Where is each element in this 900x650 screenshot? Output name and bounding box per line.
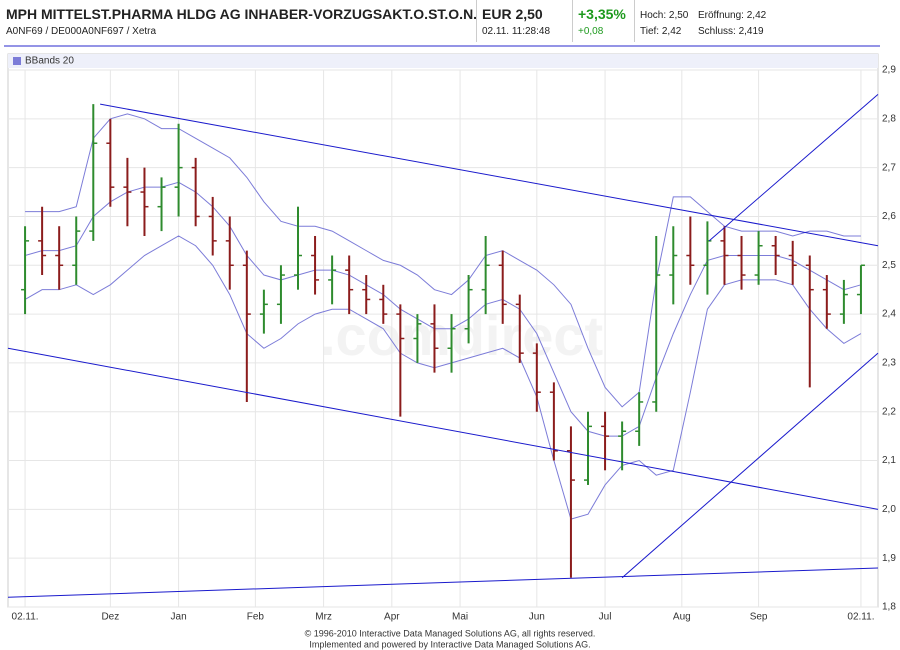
x-tick-label: 02.11. (12, 612, 39, 623)
y-tick-label: 1,8 (882, 602, 896, 613)
trend-line (7, 347, 879, 510)
footer: Implemented and powered by Interactive D… (309, 639, 590, 649)
trend-line (621, 352, 879, 579)
separator (572, 0, 573, 42)
x-tick-label: Mrz (315, 612, 332, 623)
x-tick-label: Feb (247, 612, 265, 623)
time: 02.11. 11:28:48 (482, 26, 551, 37)
footer: © 1996-2010 Interactive Data Managed Sol… (305, 628, 596, 638)
y-tick-label: 2,7 (882, 162, 896, 173)
x-tick-label: Dez (101, 612, 119, 623)
change-abs: +0,08 (578, 26, 604, 37)
y-tick-label: 2,0 (882, 504, 896, 515)
x-tick-label: Aug (673, 612, 691, 623)
y-tick-label: 2,2 (882, 406, 896, 417)
high: Hoch: 2,50 (640, 10, 689, 21)
y-tick-label: 2,4 (882, 309, 896, 320)
band-middle (24, 181, 862, 437)
change-pct: +3,35% (578, 6, 626, 22)
price: EUR 2,50 (482, 6, 543, 22)
legend-label: BBands 20 (25, 56, 74, 67)
x-tick-label: 02.11. (847, 612, 874, 623)
y-tick-label: 2,8 (882, 113, 896, 124)
close: Schluss: 2,419 (698, 26, 764, 37)
legend-swatch (13, 57, 21, 65)
band-lower (24, 235, 862, 520)
title: MPH MITTELST.PHARMA HLDG AG INHABER-VORZ… (6, 6, 478, 22)
y-tick-label: 2,9 (882, 65, 896, 76)
y-tick-label: 2,6 (882, 211, 896, 222)
watermark: .comdirect (320, 304, 603, 367)
low: Tief: 2,42 (640, 26, 682, 37)
x-tick-label: Sep (750, 612, 768, 623)
separator (634, 0, 635, 42)
trend-line (7, 567, 879, 598)
band-upper (25, 113, 861, 408)
trend-line (708, 94, 879, 242)
subtitle: A0NF69 / DE000A0NF697 / Xetra (6, 26, 157, 37)
trend-line (100, 103, 879, 247)
legend-bar (8, 54, 878, 68)
x-tick-label: Jul (599, 612, 612, 623)
plot-frame (7, 53, 879, 608)
x-tick-label: Jun (529, 612, 545, 623)
x-tick-label: Mai (452, 612, 468, 623)
y-tick-label: 2,1 (882, 455, 896, 466)
y-tick-label: 2,3 (882, 358, 896, 369)
x-tick-label: Jan (171, 612, 187, 623)
y-tick-label: 2,5 (882, 260, 896, 271)
x-tick-label: Apr (384, 612, 400, 623)
separator (476, 0, 477, 42)
open: Eröffnung: 2,42 (698, 10, 767, 21)
y-tick-label: 1,9 (882, 553, 896, 564)
